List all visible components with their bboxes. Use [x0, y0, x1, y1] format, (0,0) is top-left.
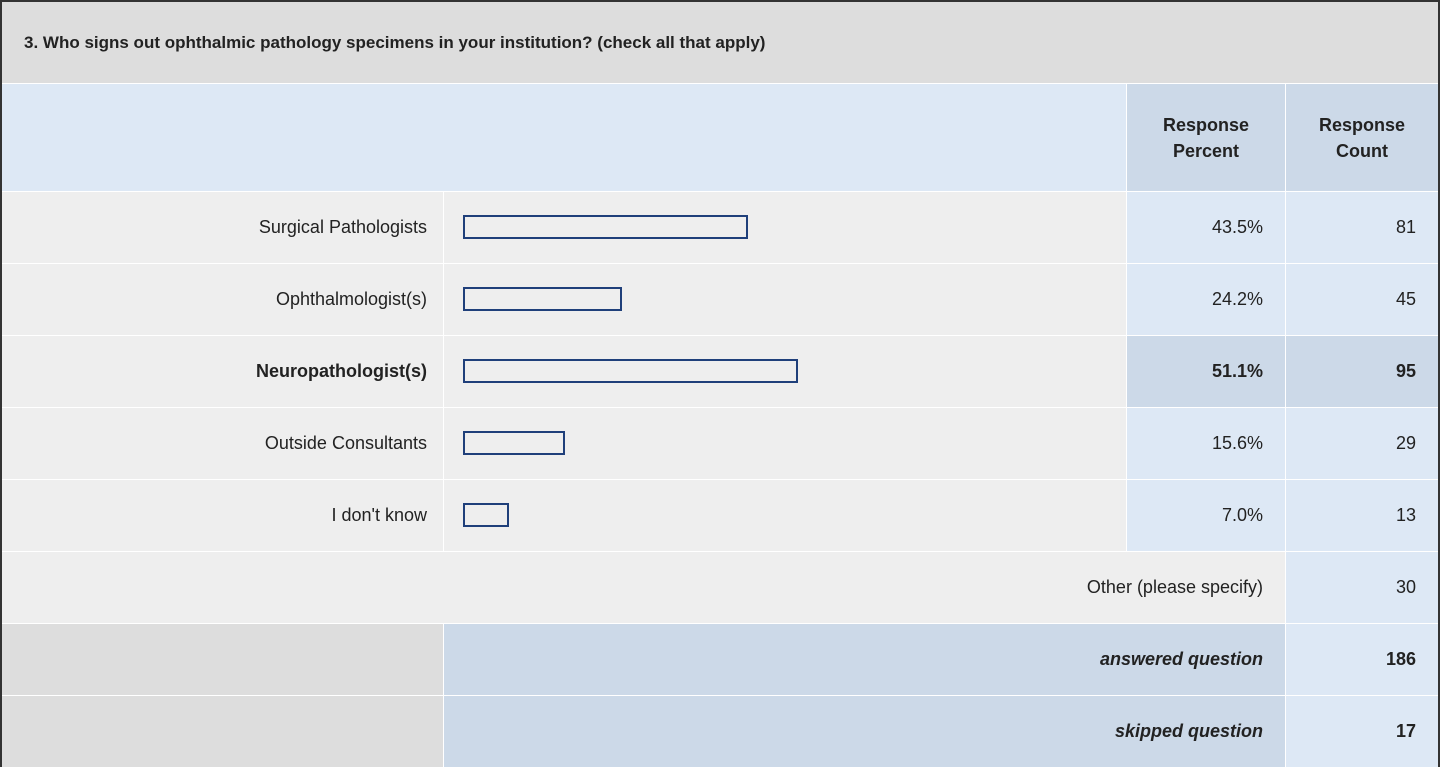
bar: [463, 431, 566, 455]
row-label: Outside Consultants: [2, 408, 443, 479]
answered-label: answered question: [444, 624, 1285, 695]
row-count: 81: [1286, 192, 1438, 263]
row-percent: 43.5%: [1127, 192, 1285, 263]
row-label: Ophthalmologist(s): [2, 264, 443, 335]
row-count: 45: [1286, 264, 1438, 335]
skipped-label: skipped question: [444, 696, 1285, 767]
header-percent: Response Percent: [1127, 84, 1285, 191]
header-count: Response Count: [1286, 84, 1438, 191]
row-label: Neuropathologist(s): [2, 336, 443, 407]
bar: [463, 287, 622, 311]
row-percent: 15.6%: [1127, 408, 1285, 479]
row-count: 13: [1286, 480, 1438, 551]
bar-cell: [444, 408, 1126, 479]
bar: [463, 359, 798, 383]
bar-cell: [444, 192, 1126, 263]
header-blank: [2, 84, 1126, 191]
skipped-count: 17: [1286, 696, 1438, 767]
row-count: 29: [1286, 408, 1438, 479]
bar: [463, 503, 509, 527]
answered-blank: [2, 624, 443, 695]
bar-cell: [444, 480, 1126, 551]
answered-count: 186: [1286, 624, 1438, 695]
row-count: 95: [1286, 336, 1438, 407]
other-count: 30: [1286, 552, 1438, 623]
row-label: I don't know: [2, 480, 443, 551]
bar: [463, 215, 748, 239]
row-percent: 51.1%: [1127, 336, 1285, 407]
bar-cell: [444, 264, 1126, 335]
bar-cell: [444, 336, 1126, 407]
other-label: Other (please specify): [2, 552, 1285, 623]
title: 3. Who signs out ophthalmic pathology sp…: [2, 2, 1438, 83]
skipped-blank: [2, 696, 443, 767]
row-percent: 7.0%: [1127, 480, 1285, 551]
row-label: Surgical Pathologists: [2, 192, 443, 263]
row-percent: 24.2%: [1127, 264, 1285, 335]
